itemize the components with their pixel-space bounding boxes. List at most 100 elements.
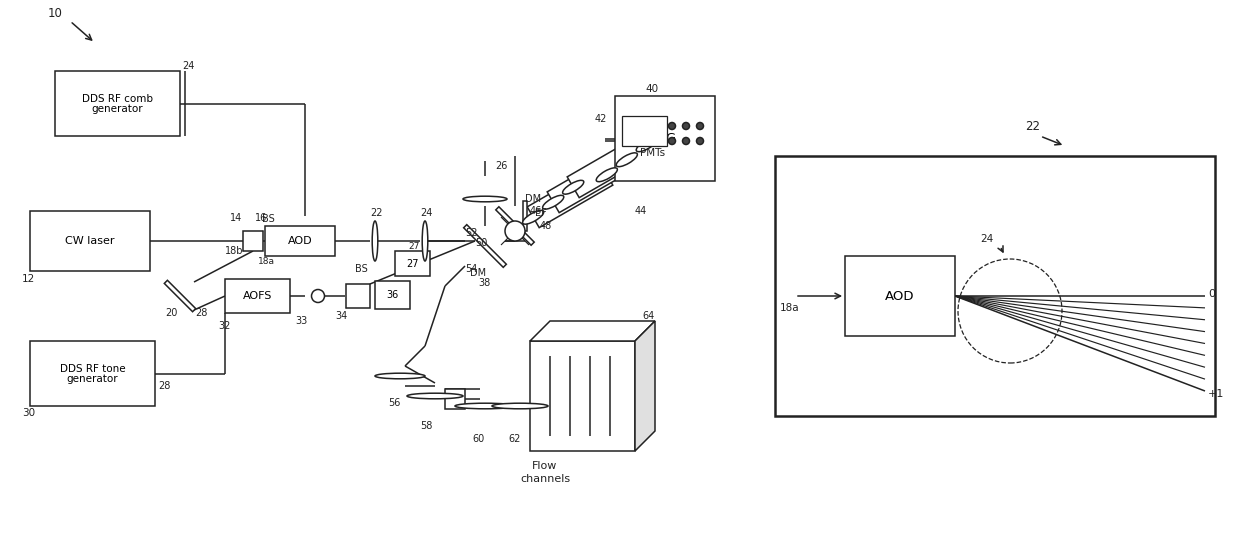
- Text: AOD: AOD: [288, 236, 312, 246]
- Polygon shape: [529, 321, 655, 341]
- Text: 20: 20: [165, 308, 177, 318]
- Text: generator: generator: [67, 373, 118, 384]
- Text: 58: 58: [420, 421, 433, 431]
- Text: 33: 33: [295, 316, 308, 326]
- Ellipse shape: [463, 196, 507, 202]
- Polygon shape: [496, 207, 534, 245]
- Bar: [445, 389, 465, 409]
- Text: DM: DM: [470, 268, 486, 278]
- Text: EF: EF: [534, 208, 547, 218]
- Ellipse shape: [372, 221, 378, 261]
- Bar: [844, 256, 955, 336]
- Text: 12: 12: [22, 274, 35, 284]
- Ellipse shape: [522, 210, 544, 224]
- Text: AOD: AOD: [885, 289, 915, 302]
- Text: 60: 60: [472, 434, 485, 444]
- Text: 16: 16: [255, 213, 268, 223]
- Text: 28: 28: [157, 381, 170, 391]
- Text: 32: 32: [218, 321, 231, 331]
- Polygon shape: [635, 321, 655, 451]
- Text: 42: 42: [595, 114, 608, 124]
- Text: DDS RF tone: DDS RF tone: [60, 364, 125, 373]
- Text: 18a: 18a: [780, 303, 800, 313]
- Bar: [30, 211, 150, 271]
- Text: 44: 44: [635, 206, 647, 216]
- Text: DDS RF comb: DDS RF comb: [82, 94, 153, 103]
- Circle shape: [668, 122, 676, 129]
- Bar: [55, 71, 180, 136]
- Text: 24: 24: [182, 61, 195, 71]
- Polygon shape: [567, 134, 652, 197]
- Text: 56: 56: [388, 398, 401, 408]
- Text: 0: 0: [1208, 289, 1215, 299]
- Text: BS: BS: [355, 264, 368, 274]
- Text: 34: 34: [335, 311, 347, 321]
- Bar: [396, 251, 430, 276]
- Text: 22: 22: [1025, 120, 1040, 133]
- Text: 22: 22: [370, 208, 382, 218]
- Ellipse shape: [596, 168, 618, 182]
- Text: 26: 26: [495, 161, 507, 171]
- Text: 10: 10: [47, 6, 62, 19]
- Text: 14: 14: [229, 213, 242, 223]
- Bar: [224, 279, 290, 313]
- Polygon shape: [464, 225, 506, 267]
- Polygon shape: [523, 201, 527, 231]
- Polygon shape: [547, 149, 632, 213]
- Bar: [529, 341, 635, 451]
- Ellipse shape: [543, 195, 564, 209]
- Ellipse shape: [374, 373, 425, 379]
- Bar: [243, 231, 263, 251]
- Bar: [265, 226, 335, 256]
- Text: 38: 38: [477, 278, 490, 288]
- Text: generator: generator: [92, 103, 144, 114]
- Ellipse shape: [492, 403, 548, 409]
- Circle shape: [697, 122, 703, 129]
- Text: 18b: 18b: [224, 246, 243, 256]
- Text: +1: +1: [1208, 389, 1224, 399]
- Text: Flow: Flow: [532, 461, 558, 471]
- Ellipse shape: [636, 138, 657, 151]
- Text: 40: 40: [645, 84, 658, 94]
- Bar: [30, 341, 155, 406]
- Text: 28: 28: [195, 308, 207, 318]
- Circle shape: [668, 137, 676, 144]
- Text: AOFS: AOFS: [243, 291, 273, 301]
- Text: 62: 62: [508, 434, 521, 444]
- Text: 48: 48: [539, 221, 552, 231]
- Text: 24: 24: [420, 208, 433, 218]
- Circle shape: [505, 221, 525, 241]
- Text: 50: 50: [475, 238, 487, 248]
- Circle shape: [697, 137, 703, 144]
- Text: 36: 36: [387, 290, 398, 300]
- Bar: [615, 96, 715, 181]
- Ellipse shape: [616, 153, 637, 167]
- Bar: [622, 116, 667, 146]
- Polygon shape: [165, 280, 196, 312]
- Text: channels: channels: [520, 474, 570, 484]
- Polygon shape: [527, 164, 613, 228]
- Ellipse shape: [407, 393, 463, 399]
- Text: 18a: 18a: [258, 256, 275, 266]
- Text: 27: 27: [408, 241, 419, 250]
- Text: CW laser: CW laser: [66, 236, 115, 246]
- Text: BS: BS: [262, 214, 274, 224]
- Text: 30: 30: [22, 408, 35, 418]
- Text: PMTs: PMTs: [640, 148, 665, 158]
- Text: 46: 46: [529, 206, 542, 216]
- Text: 27: 27: [407, 259, 419, 268]
- Circle shape: [682, 122, 689, 129]
- Circle shape: [682, 137, 689, 144]
- Text: 52: 52: [465, 228, 477, 238]
- Circle shape: [311, 289, 325, 302]
- Bar: [775, 156, 1215, 416]
- Text: 64: 64: [642, 311, 655, 321]
- Ellipse shape: [422, 221, 428, 261]
- Ellipse shape: [563, 180, 584, 194]
- Bar: [374, 281, 410, 309]
- Ellipse shape: [455, 403, 515, 409]
- Text: DM: DM: [525, 194, 541, 204]
- Bar: [346, 284, 370, 308]
- Text: DIG: DIG: [653, 132, 677, 145]
- Text: 24: 24: [980, 234, 993, 244]
